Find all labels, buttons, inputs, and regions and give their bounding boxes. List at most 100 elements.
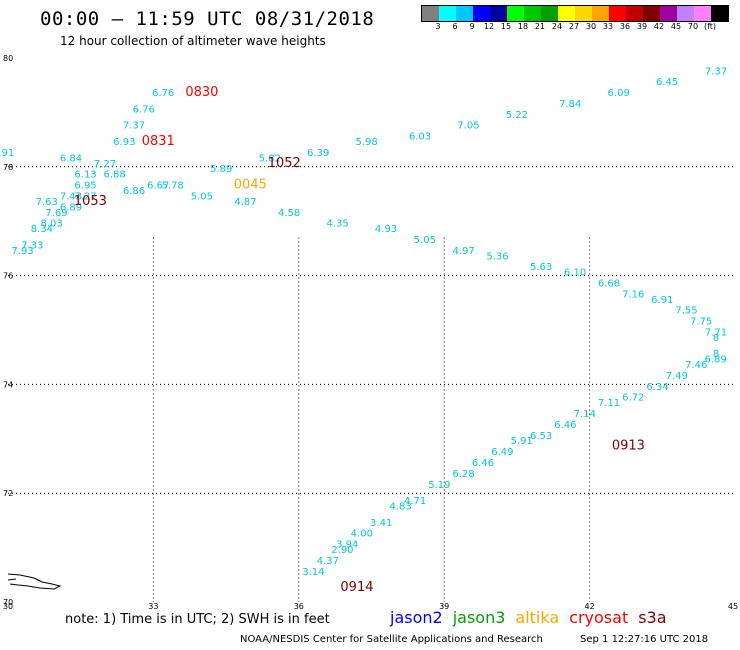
colorbar-label: 6 [452,22,458,31]
wave-height-value: 8 [713,349,719,360]
mission-s3a: s3a [638,608,667,627]
wave-height-value: 6.89 [704,355,726,366]
generated-timestamp: Sep 1 12:27:16 UTC 2018 [580,634,709,645]
colorbar-swatch [643,6,660,21]
colorbar-swatch [507,6,524,21]
wave-height-value: 7.75 [690,317,712,328]
wave-height-value: 6.45 [656,77,678,88]
wave-height-value: 6.88 [103,170,125,181]
colorbar-label: 12 [483,22,495,31]
wave-height-value: 5.05 [414,235,436,246]
wave-height-value: 7.69 [45,208,67,219]
colorbar-swatch [592,6,609,21]
wave-height-value: 6.39 [307,148,329,159]
wave-height-value: 6.72 [622,393,644,404]
wave-height-value: 6.68 [598,278,620,289]
wave-height-value: 6.53 [530,431,552,442]
colorbar-label: 45 [670,22,682,31]
wave-height-value: 7.55 [675,306,697,317]
pass-time-label: 0914 [340,580,373,595]
lon-tick-label: 33 [148,602,158,611]
map-subtitle: 12 hour collection of altimeter wave hei… [60,34,326,48]
colorbar-labels: 3 6 9 12 15 18 21 24 27 30 33 36 39 42 45 70 (ft) [421,22,740,34]
wave-height-value: 6.03 [409,132,431,143]
wave-height-value: 7.63 [36,197,58,208]
axis-ticks: 30 33 36 39 42 45 70 72 74 76 78 80 [3,54,738,611]
colorbar-swatch [711,6,728,21]
wave-height-value: 6.91 [651,295,673,306]
lon-tick-label: 45 [728,602,738,611]
coastline-outline [7,573,62,590]
colorbar-label: 21 [534,22,546,31]
lat-tick-label: 78 [3,163,13,172]
colorbar-label: 27 [568,22,580,31]
lat-tick-label: 76 [3,272,13,281]
colorbar-label: 3 [435,22,441,31]
lon-tick-label: 39 [439,602,449,611]
wave-height-value: 4.97 [452,246,474,257]
lon-tick-label: 36 [294,602,304,611]
pass-time-label: 0830 [185,85,218,100]
observations: 7.37 6.45 6.09 7.84 5.22 7.05 6.03 5.98 6.39 5.82… [0,66,727,577]
colorbar-swatch [609,6,626,21]
wave-height-value: 6.28 [452,469,474,480]
wave-height-value: 7.16 [622,289,644,300]
wave-height-value: 5.05 [191,191,213,202]
colorbar-label: 9 [469,22,475,31]
wave-height-value: 8.34 [31,224,53,235]
colorbar-swatch [575,6,592,21]
map-grid [8,166,735,602]
wave-height-value: 6.46 [472,458,494,469]
wave-height-value: 3.14 [302,567,324,578]
wave-height-value: 6.67 [147,181,169,192]
wave-height-value: 6.49 [491,447,513,458]
mission-jason3: jason3 [452,608,506,627]
colorbar-swatch [626,6,643,21]
pass-time-label: 1052 [268,156,301,171]
wave-height-value: 6.46 [554,420,576,431]
colorbar-swatch [541,6,558,21]
colorbar-unit: (ft) [703,22,717,31]
wave-height-value-gray: 2.90 [331,545,353,556]
wave-height-value: 7.93 [11,246,33,257]
mission-jason2: jason2 [390,608,443,627]
wave-height-value: 6.09 [608,88,630,99]
colorbar-label: 15 [500,22,512,31]
wave-height-value: 4.00 [351,529,373,540]
colorbar-label: 39 [636,22,648,31]
colorbar-label: 24 [551,22,563,31]
wave-height-value: 6.91 [0,148,14,159]
wave-height-value: 6.76 [133,104,155,115]
wave-height-value: 5.98 [356,137,378,148]
colorbar-label: 33 [602,22,614,31]
wave-height-value: 7.27 [74,191,96,202]
colorbar-label: 70 [687,22,699,31]
credit-text: NOAA/NESDIS Center for Satellite Applica… [240,634,543,645]
colorbar-label: 18 [517,22,529,31]
wave-height-value: 4.35 [326,219,348,230]
wave-height-value: 8.03 [40,219,62,230]
wave-height-value: 5.36 [486,251,508,262]
lat-tick-label: 70 [3,598,13,607]
pass-time-label: 0913 [612,439,645,454]
wave-height-value: 5.78 [162,181,184,192]
wave-height-value: 7.11 [598,398,620,409]
wave-height-value: 5.19 [428,480,450,491]
wave-height-value: 4.58 [278,208,300,219]
colorbar-swatch [490,6,507,21]
colorbar-swatch [456,6,473,21]
pass-time-label: 1053 [74,194,107,209]
wave-height-value: 6.93 [113,137,135,148]
lon-tick-label: 30 [3,602,13,611]
wave-height-value: 5.63 [530,262,552,273]
pass-time-label: 0831 [142,134,175,149]
colorbar-label: 30 [585,22,597,31]
wave-height-value: 4.93 [375,224,397,235]
mission-cryosat: cryosat [569,608,629,627]
wave-height-value: 4.87 [234,197,256,208]
colorbar-label: 42 [653,22,665,31]
wave-height-value: 7.27 [94,159,116,170]
wave-height-value: 7.05 [457,121,479,132]
wave-height-value: 7.14 [574,409,596,420]
